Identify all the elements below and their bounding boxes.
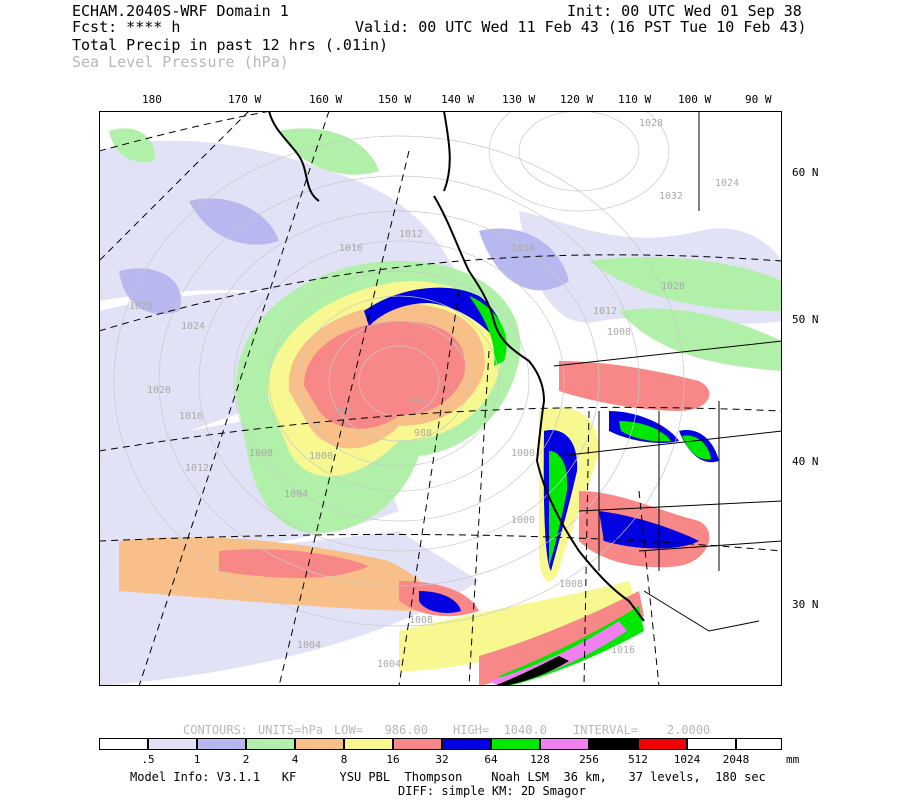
lon-label: 120 W	[560, 93, 594, 106]
colorbar-swatch	[589, 738, 638, 750]
borders	[553, 111, 782, 632]
lon-label: 100 W	[678, 93, 712, 106]
svg-text:1000: 1000	[309, 451, 333, 462]
valid-time: Valid: 00 UTC Wed 11 Feb 43 (16 PST Tue …	[355, 18, 807, 36]
lat-label: 50 N	[792, 313, 819, 326]
svg-text:1004: 1004	[284, 489, 308, 500]
svg-text:1012: 1012	[185, 463, 209, 474]
svg-text:1020: 1020	[661, 281, 685, 292]
colorbar-label: 2	[242, 753, 250, 766]
colorbar-swatch	[442, 738, 491, 750]
lat-label: 60 N	[792, 166, 819, 179]
lat-label: 40 N	[792, 455, 819, 468]
contour-info-interval: INTERVAL= 2.0000	[573, 723, 711, 737]
svg-text:1008: 1008	[249, 448, 273, 459]
colorbar-label: 8	[340, 753, 348, 766]
colorbar-swatch	[344, 738, 393, 750]
colorbar-label: 4	[291, 753, 299, 766]
svg-text:1008: 1008	[559, 579, 583, 590]
graticule	[99, 111, 782, 686]
colorbar-swatch	[736, 738, 782, 750]
svg-text:1000: 1000	[511, 515, 535, 526]
svg-text:1004: 1004	[297, 640, 321, 651]
diffusion-info: DIFF: simple KM: 2D Smagor	[398, 784, 586, 798]
colorbar-swatch	[638, 738, 687, 750]
slp-contours	[113, 111, 685, 627]
lon-label: 170 W	[228, 93, 262, 106]
colorbar-swatch	[148, 738, 197, 750]
lon-label: 90 W	[745, 93, 772, 106]
svg-text:996: 996	[334, 406, 352, 417]
precip-map: 1024 1028 1020 1016 1012 1008 1004 1000 …	[99, 111, 782, 686]
svg-text:1028: 1028	[129, 301, 153, 312]
pressure-labels: 1024 1028 1020 1016 1012 1008 1004 1000 …	[129, 118, 739, 670]
svg-text:1032: 1032	[659, 191, 683, 202]
field-slp-label: Sea Level Pressure (hPa)	[72, 53, 289, 71]
colorbar-swatch	[393, 738, 442, 750]
colorbar-label: 64	[484, 753, 498, 766]
svg-text:1016: 1016	[511, 243, 535, 254]
colorbar-label: 2048	[722, 753, 750, 766]
lat-label: 30 N	[792, 598, 819, 611]
svg-text:1012: 1012	[399, 229, 423, 240]
lon-label: 150 W	[378, 93, 412, 106]
colorbar-label: 32	[435, 753, 449, 766]
contour-info-contours: CONTOURS:	[183, 723, 249, 737]
lon-label: 140 W	[441, 93, 475, 106]
contour-info-low: LOW= 986.00	[334, 723, 428, 737]
contour-info-high: HIGH= 1040.0	[453, 723, 547, 737]
colorbar-label: 16	[386, 753, 400, 766]
svg-text:1020: 1020	[147, 385, 171, 396]
svg-text:1004: 1004	[377, 659, 401, 670]
colorbar-swatch	[197, 738, 246, 750]
colorbar-swatch	[295, 738, 344, 750]
svg-text:1008: 1008	[607, 327, 631, 338]
svg-text:1000: 1000	[511, 448, 535, 459]
field-precip-label: Total Precip in past 12 hrs (.01in)	[72, 36, 389, 54]
lon-label: 180	[142, 93, 162, 106]
svg-text:1024: 1024	[181, 321, 205, 332]
model-info: Model Info: V3.1.1 KF YSU PBL Thompson N…	[130, 770, 766, 784]
svg-text:1008: 1008	[409, 615, 433, 626]
colorbar-label: .5	[141, 753, 155, 766]
lon-label: 110 W	[618, 93, 652, 106]
svg-text:1016: 1016	[339, 243, 363, 254]
colorbar-label: 1024	[673, 753, 701, 766]
lon-label: 160 W	[309, 93, 343, 106]
colorbar-swatch	[687, 738, 736, 750]
svg-text:1012: 1012	[593, 306, 617, 317]
colorbar-label: 128	[530, 753, 550, 766]
svg-text:988: 988	[414, 428, 432, 439]
model-title: ECHAM.2040S-WRF Domain 1	[72, 2, 289, 20]
svg-text:1016: 1016	[179, 411, 203, 422]
colorbar-label: 512	[628, 753, 648, 766]
svg-text:1024: 1024	[715, 178, 739, 189]
subtropical-precip	[119, 537, 644, 686]
contour-info-units: UNITS=hPa	[258, 723, 324, 737]
svg-text:992: 992	[409, 396, 427, 407]
lon-label: 130 W	[502, 93, 536, 106]
svg-text:1028: 1028	[639, 118, 663, 129]
colorbar-label: 256	[579, 753, 599, 766]
forecast-hour: Fcst: **** h	[72, 18, 181, 36]
colorbar-swatch	[491, 738, 540, 750]
svg-text:1016: 1016	[611, 645, 635, 656]
colorbar-unit: mm	[786, 753, 800, 766]
colorbar-swatch	[99, 738, 148, 750]
init-time: Init: 00 UTC Wed 01 Sep 38	[567, 2, 802, 20]
colorbar-swatch	[540, 738, 589, 750]
colorbar-swatch	[246, 738, 295, 750]
colorbar-label: 1	[193, 753, 201, 766]
coastlines	[268, 111, 645, 622]
